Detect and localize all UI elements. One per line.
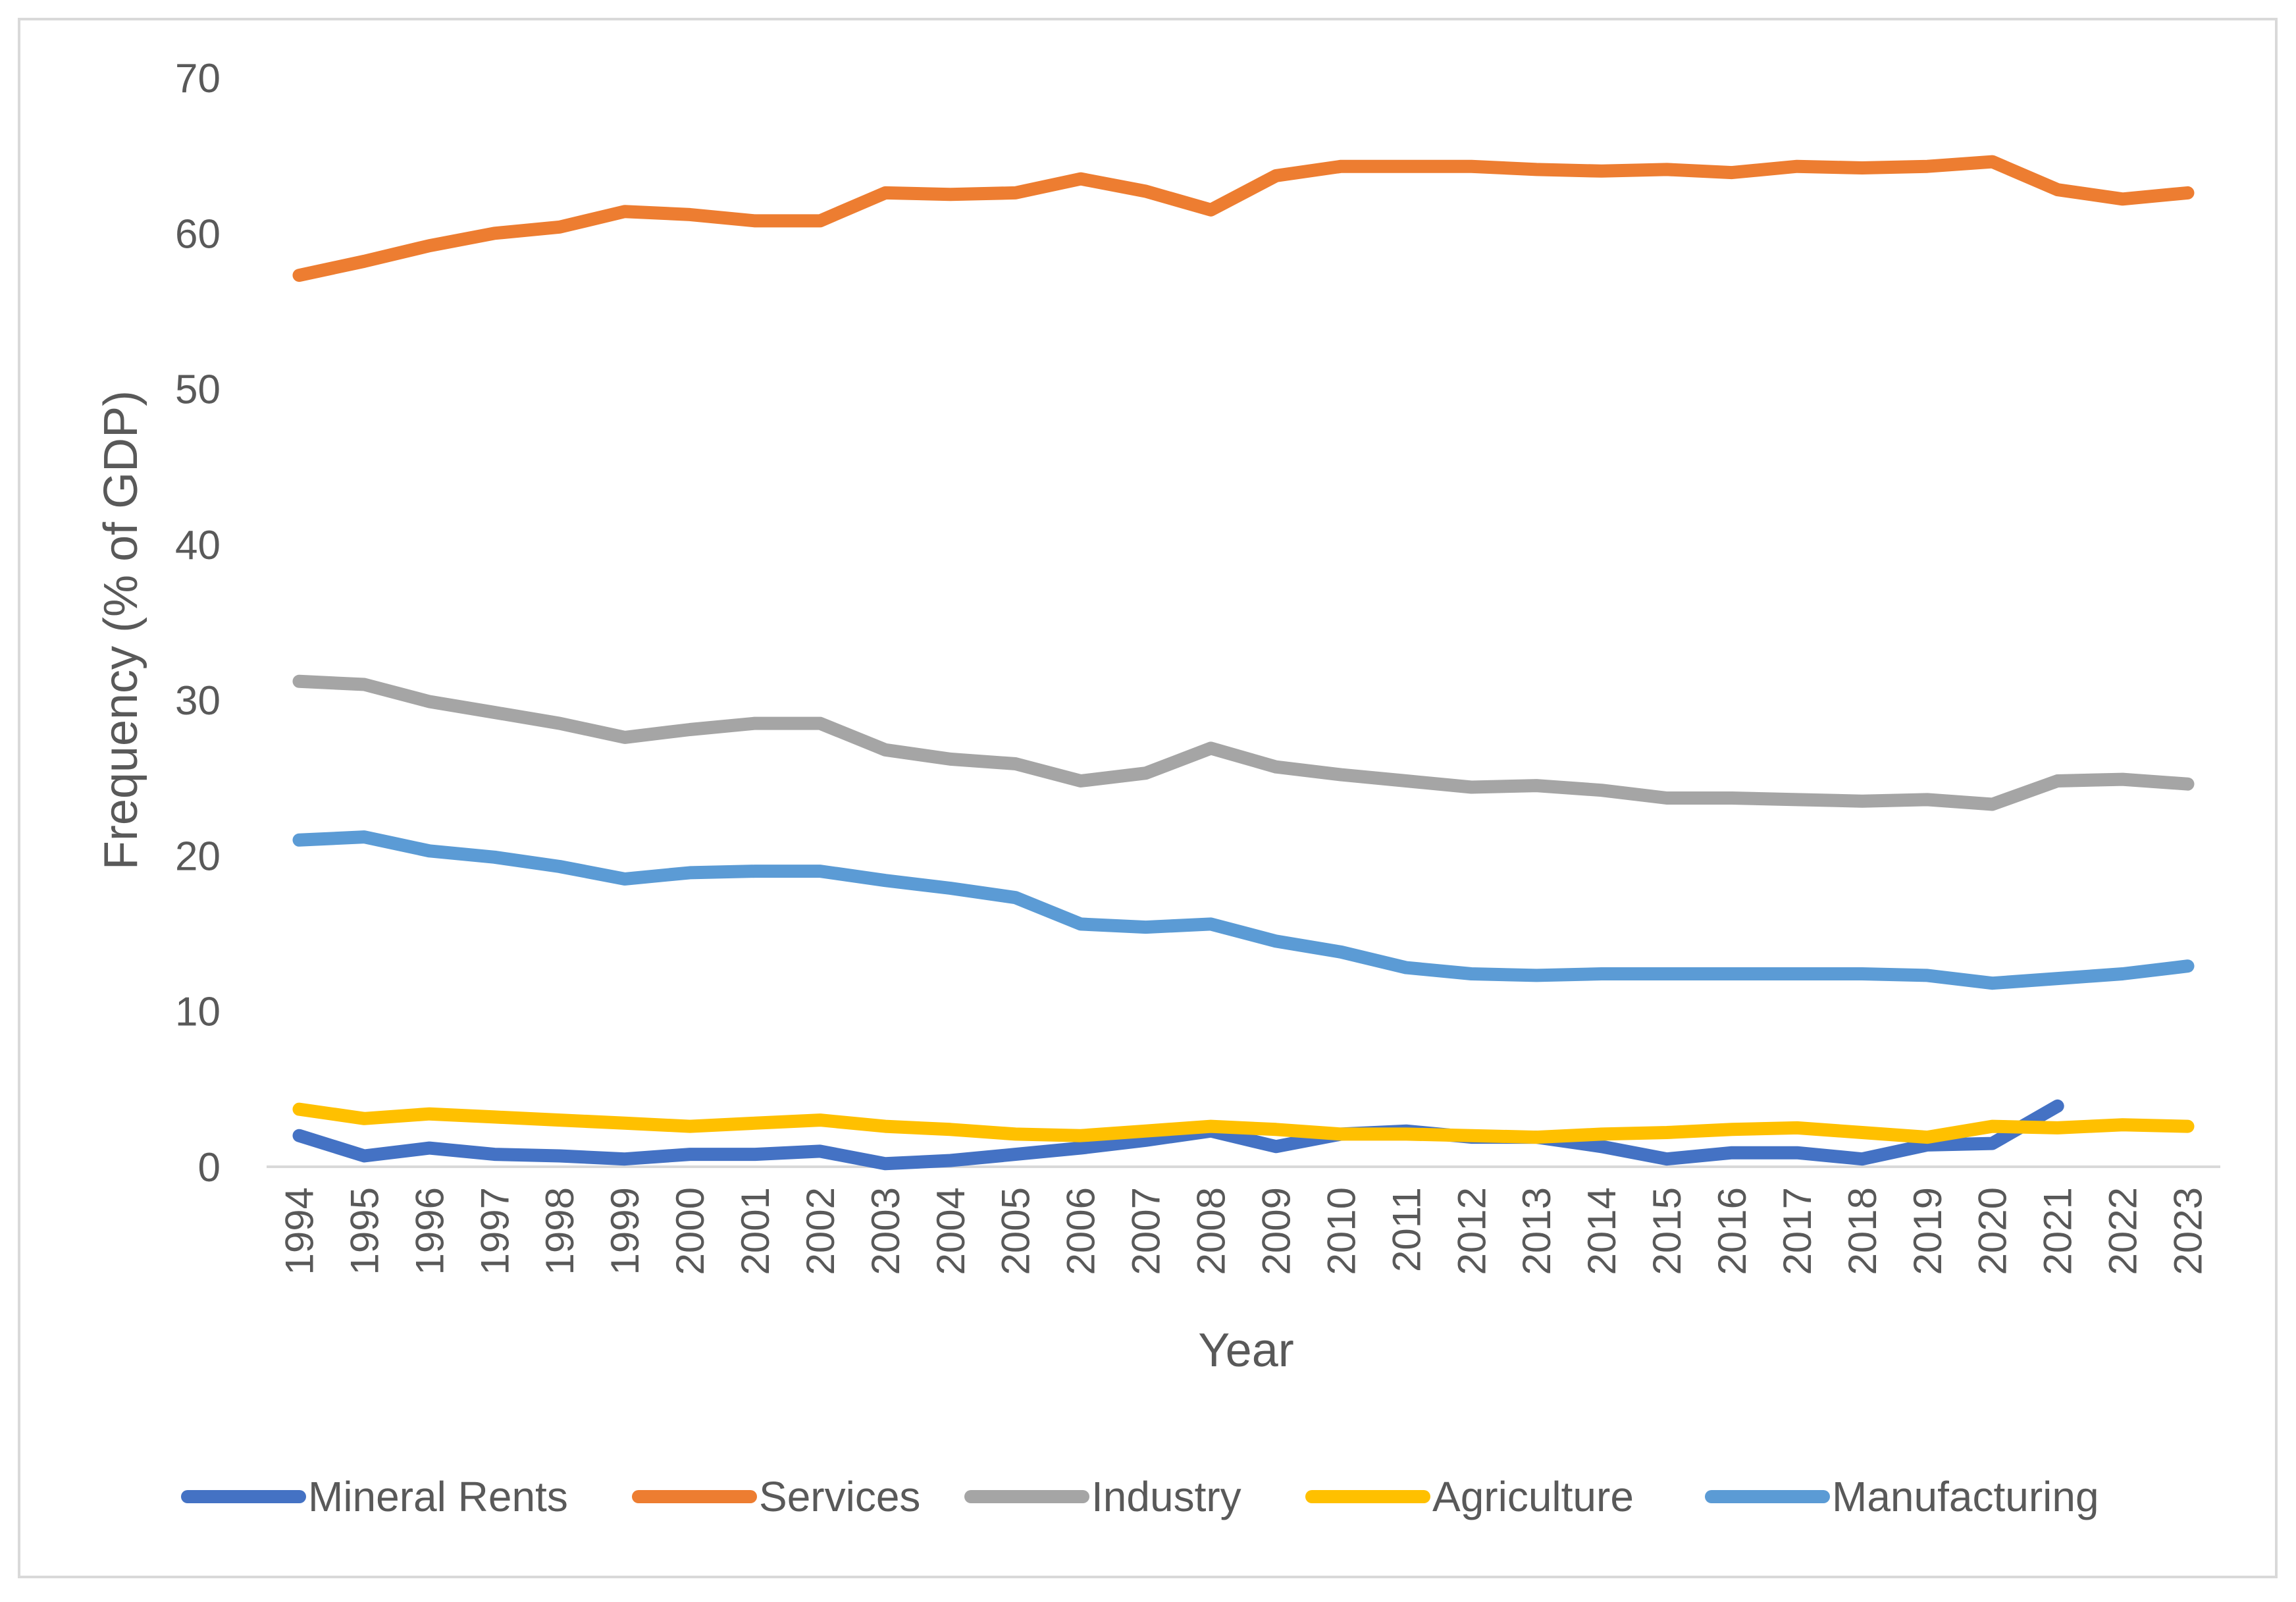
series-line-agriculture xyxy=(292,1102,2195,1144)
series-line-mineral-rents xyxy=(292,1099,2064,1171)
x-tick-label: 1998 xyxy=(538,1187,582,1275)
y-tick-label: 0 xyxy=(198,1145,221,1190)
x-tick-label: 2001 xyxy=(733,1187,777,1275)
x-tick-label: 2016 xyxy=(1710,1187,1754,1275)
x-tick-label: 2004 xyxy=(929,1187,973,1275)
y-tick-label: 40 xyxy=(175,523,221,568)
x-tick-label: 2007 xyxy=(1124,1187,1168,1275)
x-axis-ticks: 1994 1995 1996 1997 1998 1999 2000 2001 2002 2003… xyxy=(277,1187,2210,1275)
x-tick-label: 2005 xyxy=(994,1187,1038,1275)
y-tick-label: 50 xyxy=(175,367,221,413)
legend-label: Agriculture xyxy=(1432,1473,1634,1520)
series-lines xyxy=(292,155,2195,1171)
legend: Mineral Rents Services Industry Agriculture… xyxy=(181,1473,2099,1520)
x-tick-label: 2009 xyxy=(1254,1187,1298,1275)
x-tick-label: 2017 xyxy=(1775,1187,1819,1275)
series-line-services xyxy=(292,155,2195,282)
x-tick-label: 1994 xyxy=(277,1187,321,1275)
x-tick-label: 1996 xyxy=(407,1187,452,1275)
x-tick-label: 2008 xyxy=(1189,1187,1234,1275)
x-tick-label: 2013 xyxy=(1515,1187,1559,1275)
y-axis-ticks: 0 10 20 30 40 50 60 70 xyxy=(175,56,221,1190)
x-tick-label: 2014 xyxy=(1580,1187,1624,1275)
x-tick-label: 2020 xyxy=(1971,1187,2015,1275)
x-tick-label: 2015 xyxy=(1645,1187,1689,1275)
legend-label: Services xyxy=(759,1473,920,1520)
x-tick-label: 2022 xyxy=(2101,1187,2145,1275)
x-axis-title: Year xyxy=(1198,1324,1293,1377)
x-tick-label: 1999 xyxy=(603,1187,647,1275)
x-tick-label: 2003 xyxy=(864,1187,908,1275)
x-tick-label: 2018 xyxy=(1840,1187,1885,1275)
x-tick-label: 2012 xyxy=(1449,1187,1494,1275)
y-tick-label: 60 xyxy=(175,211,221,257)
x-tick-label: 2011 xyxy=(1384,1187,1428,1272)
y-tick-label: 20 xyxy=(175,834,221,879)
legend-label: Industry xyxy=(1091,1473,1241,1520)
x-tick-label: 1995 xyxy=(342,1187,386,1275)
y-tick-label: 70 xyxy=(175,56,221,101)
x-tick-label: 2000 xyxy=(668,1187,712,1275)
x-tick-label: 2010 xyxy=(1319,1187,1363,1275)
x-tick-label: 1997 xyxy=(473,1187,517,1275)
legend-label: Manufacturing xyxy=(1832,1473,2099,1520)
x-tick-label: 2006 xyxy=(1059,1187,1103,1275)
series-line-industry xyxy=(292,674,2195,811)
series-line-manufacturing xyxy=(292,830,2195,990)
x-tick-label: 2002 xyxy=(798,1187,843,1275)
y-axis-title: Frequency (% of GDP) xyxy=(95,390,147,870)
x-tick-label: 2019 xyxy=(1906,1187,1950,1275)
x-tick-label: 2021 xyxy=(2036,1187,2080,1275)
x-tick-label: 2023 xyxy=(2166,1187,2210,1275)
y-tick-label: 30 xyxy=(175,678,221,724)
y-tick-label: 10 xyxy=(175,990,221,1035)
legend-label: Mineral Rents xyxy=(308,1473,568,1520)
